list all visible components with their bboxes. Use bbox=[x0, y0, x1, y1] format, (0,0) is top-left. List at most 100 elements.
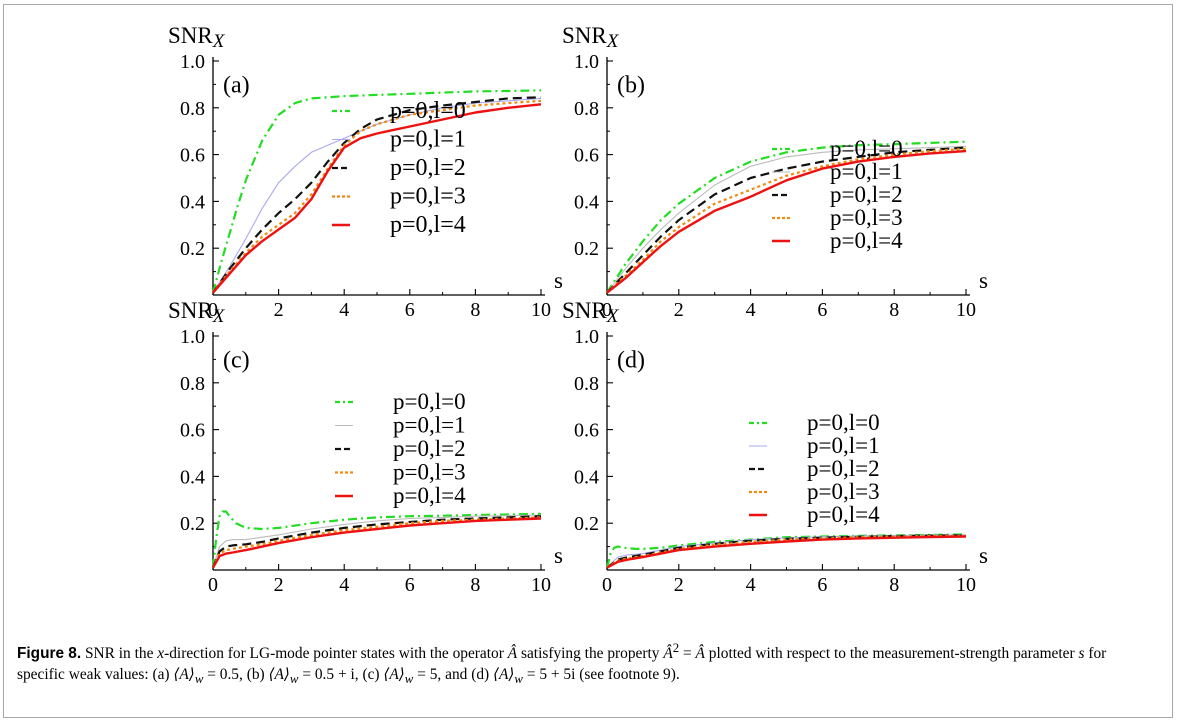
x-tick-label: 8 bbox=[470, 574, 480, 596]
y-tick-label: 1.0 bbox=[180, 51, 205, 73]
legend-entry: p=0,l=2 bbox=[390, 155, 466, 181]
y-tick-label: 0.2 bbox=[180, 238, 205, 260]
y-axis-label: SNRX bbox=[562, 298, 620, 327]
legend-entry: p=0,l=0 bbox=[807, 410, 880, 435]
legend-entry: p=0,l=2 bbox=[807, 456, 880, 481]
series-line-l4 bbox=[606, 535, 967, 569]
caption-weak-value: ⟨A⟩ bbox=[493, 666, 515, 684]
series-line-l0 bbox=[606, 140, 967, 294]
x-axis-label: s bbox=[554, 543, 563, 568]
legend: p=0,l=0p=0,l=1p=0,l=2p=0,l=3p=0,l=4 bbox=[335, 389, 466, 508]
legend-entry: p=0,l=4 bbox=[807, 502, 880, 527]
legend-entry: p=0,l=3 bbox=[807, 479, 880, 504]
legend-entry: p=0,l=0 bbox=[830, 136, 903, 161]
x-tick-label: 8 bbox=[470, 299, 480, 321]
series-line-l2 bbox=[606, 146, 967, 294]
figure-charts: 0 2 4 6 8 100.20.40.60.81.0SNRXs(a)p=0,l=0p=0… bbox=[168, 23, 988, 596]
caption-superscript: 2 bbox=[672, 641, 680, 655]
chart-panel-b: 0 2 4 6 8 100.20.40.60.81.0SNRXs(b)p=0,l=0p=0… bbox=[562, 23, 988, 321]
x-tick-label: 0 bbox=[602, 574, 612, 596]
x-tick-label: 0 bbox=[602, 299, 612, 321]
caption-text: = 0.5, (b) bbox=[203, 666, 269, 684]
x-axis-label: s bbox=[554, 268, 563, 293]
series-line-l1 bbox=[212, 514, 542, 568]
caption-subscript: w bbox=[289, 672, 299, 687]
y-tick-label: 0.2 bbox=[180, 513, 205, 535]
x-tick-label: 2 bbox=[274, 574, 284, 596]
chart-panel-d: 0 2 4 6 8 100.20.40.60.81.0SNRXs(d)p=0,l=0p=0… bbox=[562, 298, 988, 596]
series-line-l3 bbox=[212, 516, 542, 569]
legend-entry: p=0,l=4 bbox=[390, 212, 466, 238]
legend-entry: p=0,l=3 bbox=[830, 205, 903, 230]
y-tick-label: 0.6 bbox=[180, 145, 205, 167]
series-line-l4 bbox=[211, 517, 542, 569]
y-axis-label: SNRX bbox=[562, 23, 620, 52]
series-line-l4 bbox=[606, 149, 967, 294]
x-tick-label: 2 bbox=[674, 574, 684, 596]
caption-weak-value: ⟨A⟩ bbox=[383, 666, 405, 684]
x-tick-label: 8 bbox=[889, 299, 899, 321]
x-axis-label: s bbox=[979, 543, 988, 568]
caption-text: = 0.5 + i, (c) bbox=[298, 666, 384, 684]
y-axis-label: SNRX bbox=[168, 298, 226, 327]
caption-var-s: s bbox=[1078, 645, 1085, 663]
y-tick-label: 0.2 bbox=[574, 513, 599, 535]
legend-entry: p=0,l=4 bbox=[830, 228, 903, 253]
panel-label: (b) bbox=[617, 72, 645, 98]
x-tick-label: 2 bbox=[674, 299, 684, 321]
chart-panel-c: 0 2 4 6 8 100.20.40.60.81.0SNRXs(c)p=0,l=0p=0… bbox=[168, 298, 563, 596]
x-tick-label: 10 bbox=[531, 299, 551, 321]
x-tick-label: 6 bbox=[817, 574, 827, 596]
x-tick-label: 6 bbox=[817, 299, 827, 321]
series-line-l0 bbox=[211, 510, 542, 568]
series-line-l3 bbox=[212, 99, 542, 294]
y-tick-label: 0.4 bbox=[180, 466, 205, 488]
caption-subscript: w bbox=[514, 672, 523, 687]
y-tick-label: 0.8 bbox=[180, 373, 205, 395]
caption-text: -direction for LG-mode pointer states wi… bbox=[164, 645, 508, 663]
legend-entry: p=0,l=2 bbox=[830, 182, 903, 207]
y-axis-label: SNRX bbox=[168, 23, 226, 52]
caption-text: satisfying the property bbox=[517, 645, 664, 663]
legend-entry: p=0,l=0 bbox=[390, 98, 466, 124]
legend-entry: p=0,l=1 bbox=[830, 159, 903, 184]
panel-label: (a) bbox=[223, 72, 250, 98]
caption-operator: Â bbox=[663, 645, 673, 663]
legend-entry: p=0,l=2 bbox=[393, 436, 466, 461]
series-line-l0 bbox=[605, 533, 967, 568]
y-tick-label: 1.0 bbox=[180, 326, 205, 348]
caption-weak-value: ⟨A⟩ bbox=[173, 666, 195, 684]
caption-label: Figure 8. bbox=[17, 645, 82, 663]
legend-entry: p=0,l=3 bbox=[390, 184, 466, 210]
x-tick-label: 0 bbox=[208, 299, 218, 321]
x-tick-label: 8 bbox=[889, 574, 899, 596]
y-tick-label: 0.6 bbox=[574, 420, 599, 442]
legend-entry: p=0,l=4 bbox=[393, 483, 466, 508]
series-line-l1 bbox=[606, 145, 967, 294]
figure-frame bbox=[3, 4, 1173, 718]
x-tick-label: 4 bbox=[339, 299, 349, 321]
panel-label: (d) bbox=[617, 347, 645, 373]
caption-text: = 5 + 5i (see footnote 9). bbox=[522, 666, 680, 684]
caption-text: = bbox=[679, 645, 696, 663]
chart-panel-a: 0 2 4 6 8 100.20.40.60.81.0SNRXs(a)p=0,l=0p=0… bbox=[168, 23, 563, 321]
legend-entry: p=0,l=3 bbox=[393, 460, 466, 485]
series-line-l3 bbox=[606, 147, 967, 294]
y-tick-label: 0.8 bbox=[574, 98, 599, 120]
panel-label: (c) bbox=[223, 347, 250, 373]
series-line-l1 bbox=[212, 97, 542, 293]
caption-weak-value: ⟨A⟩ bbox=[268, 666, 290, 684]
caption-subscript: w bbox=[194, 672, 204, 687]
caption-var-x: x bbox=[157, 645, 165, 663]
caption-subscript: w bbox=[404, 672, 414, 687]
x-tick-label: 0 bbox=[208, 574, 218, 596]
x-tick-label: 4 bbox=[746, 574, 756, 596]
legend-entry: p=0,l=1 bbox=[390, 127, 466, 153]
x-tick-label: 4 bbox=[339, 574, 349, 596]
y-tick-label: 0.8 bbox=[180, 98, 205, 120]
x-tick-label: 6 bbox=[405, 299, 415, 321]
figure-caption: Figure 8. SNR in the x-direction for LG-… bbox=[17, 638, 1157, 690]
caption-text: SNR in the bbox=[81, 645, 158, 663]
y-tick-label: 1.0 bbox=[574, 51, 599, 73]
x-axis-label: s bbox=[979, 268, 988, 293]
